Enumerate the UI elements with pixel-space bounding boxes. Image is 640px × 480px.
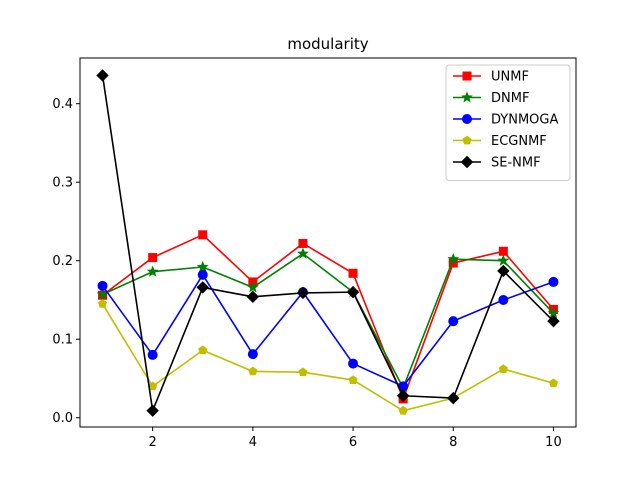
x-tick-label: 10 xyxy=(545,435,562,450)
legend-label-dynmoga: DYNMOGA xyxy=(491,113,558,128)
data-point-dnmf-4 xyxy=(246,281,259,293)
legend-label-dnmf: DNMF xyxy=(491,91,529,106)
legend: UNMF DNMF DYNMOGA ECGNMF SE-NMF xyxy=(445,64,571,181)
x-tick-label: 8 xyxy=(449,435,457,450)
data-point-dynmoga-10 xyxy=(548,276,559,287)
legend-marker-ecgnmf xyxy=(462,135,472,145)
data-point-se-nmf-8 xyxy=(447,391,460,405)
data-point-ecgnmf-9 xyxy=(498,364,508,373)
data-point-unmf-2 xyxy=(148,253,158,263)
legend-entry-unmf: UNMF xyxy=(453,70,529,85)
legend-box xyxy=(445,64,571,181)
legend-marker-dynmoga xyxy=(462,114,472,124)
data-point-dnmf-9 xyxy=(497,254,510,266)
legend-marker-dnmf xyxy=(461,91,473,103)
data-point-unmf-5 xyxy=(298,238,308,248)
data-point-dnmf-8 xyxy=(447,252,460,265)
data-point-dynmoga-1 xyxy=(97,280,108,291)
x-tick-label: 2 xyxy=(149,435,157,450)
data-point-ecgnmf-4 xyxy=(248,366,258,376)
data-point-ecgnmf-5 xyxy=(298,367,308,377)
legend-label-ecgnmf: ECGNMF xyxy=(491,134,547,149)
data-point-dynmoga-9 xyxy=(498,294,509,305)
data-point-se-nmf-1 xyxy=(96,69,109,82)
legend-label-unmf: UNMF xyxy=(491,70,529,85)
legend-entry-se-nmf: SE-NMF xyxy=(453,156,541,171)
legend-label-se-nmf: SE-NMF xyxy=(491,156,541,171)
legend-marker-se-nmf xyxy=(460,155,474,169)
data-point-unmf-9 xyxy=(498,246,508,256)
series-se-nmf xyxy=(96,69,560,417)
data-point-dynmoga-3 xyxy=(197,269,208,280)
data-point-se-nmf-10 xyxy=(547,314,560,328)
data-point-se-nmf-9 xyxy=(497,264,510,278)
data-point-dynmoga-8 xyxy=(448,316,459,327)
plot-frame xyxy=(79,57,577,428)
legend-entry-ecgnmf: ECGNMF xyxy=(453,134,547,149)
legend-entry-dynmoga: DYNMOGA xyxy=(453,113,558,128)
series-line-dnmf xyxy=(102,252,555,389)
legend-entry-dnmf: DNMF xyxy=(453,91,529,106)
data-point-se-nmf-4 xyxy=(246,290,260,304)
data-point-dynmoga-4 xyxy=(247,349,258,360)
x-tick-label: 6 xyxy=(349,435,357,450)
data-point-dnmf-5 xyxy=(297,247,309,259)
data-point-se-nmf-2 xyxy=(146,404,159,417)
y-tick-label: 0.4 xyxy=(52,97,73,112)
data-point-ecgnmf-6 xyxy=(348,375,358,384)
y-tick-label: 0.2 xyxy=(52,254,73,269)
chart-title: modularity xyxy=(287,35,368,53)
data-point-se-nmf-3 xyxy=(196,281,209,294)
plot-series xyxy=(96,69,560,417)
x-axis: 2 4 6 8 10 xyxy=(149,427,562,450)
series-line-se-nmf xyxy=(101,75,555,412)
data-point-se-nmf-7 xyxy=(396,389,410,402)
data-point-dnmf-1 xyxy=(96,288,109,300)
data-point-dynmoga-6 xyxy=(348,358,359,369)
y-tick-label: 0.0 xyxy=(52,411,73,426)
x-tick-label: 4 xyxy=(249,435,257,450)
data-point-ecgnmf-10 xyxy=(548,378,559,388)
data-point-ecgnmf-1 xyxy=(97,299,108,308)
series-line-dynmoga xyxy=(101,274,554,388)
data-point-dynmoga-2 xyxy=(147,349,158,360)
series-line-unmf xyxy=(102,234,555,400)
legend-marker-unmf xyxy=(462,71,472,81)
y-axis: 0.0 0.1 0.2 0.3 0.4 xyxy=(52,97,80,426)
data-point-ecgnmf-7 xyxy=(398,405,408,415)
series-ecgnmf xyxy=(97,299,559,415)
data-point-dnmf-2 xyxy=(146,265,159,277)
data-point-se-nmf-5 xyxy=(296,286,310,300)
y-tick-label: 0.3 xyxy=(52,176,73,191)
data-point-unmf-3 xyxy=(198,230,208,240)
series-line-ecgnmf xyxy=(101,303,554,412)
data-point-ecgnmf-3 xyxy=(198,345,208,355)
data-point-unmf-6 xyxy=(348,268,358,278)
data-point-dnmf-3 xyxy=(196,260,209,272)
data-point-se-nmf-6 xyxy=(346,285,360,299)
y-tick-label: 0.1 xyxy=(52,333,73,348)
